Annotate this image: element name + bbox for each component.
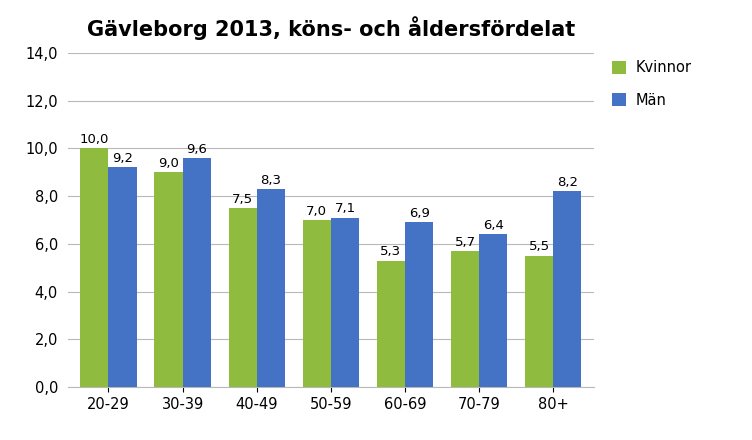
Text: 10,0: 10,0 bbox=[80, 133, 109, 146]
Text: 5,3: 5,3 bbox=[381, 245, 402, 258]
Text: 6,9: 6,9 bbox=[408, 207, 429, 220]
Bar bbox=[80, 148, 108, 387]
Bar bbox=[229, 208, 256, 387]
Bar bbox=[108, 168, 137, 387]
Text: 5,5: 5,5 bbox=[529, 240, 550, 253]
Bar bbox=[331, 218, 359, 387]
Text: 7,1: 7,1 bbox=[335, 202, 356, 215]
Bar bbox=[479, 235, 508, 387]
Bar bbox=[377, 260, 405, 387]
Title: Gävleborg 2013, köns- och åldersfördelat: Gävleborg 2013, köns- och åldersfördelat bbox=[86, 16, 575, 40]
Text: 8,3: 8,3 bbox=[260, 173, 281, 187]
Bar bbox=[525, 256, 553, 387]
Text: 8,2: 8,2 bbox=[557, 176, 578, 189]
Bar bbox=[451, 251, 479, 387]
Bar bbox=[154, 172, 183, 387]
Text: 9,0: 9,0 bbox=[158, 157, 179, 170]
Text: 6,4: 6,4 bbox=[483, 219, 504, 232]
Bar bbox=[553, 191, 581, 387]
Bar bbox=[303, 220, 331, 387]
Text: 7,0: 7,0 bbox=[306, 205, 327, 218]
Legend: Kvinnor, Män: Kvinnor, Män bbox=[612, 60, 691, 108]
Text: 5,7: 5,7 bbox=[454, 236, 475, 249]
Text: 7,5: 7,5 bbox=[232, 193, 253, 205]
Bar bbox=[183, 158, 211, 387]
Text: 9,6: 9,6 bbox=[186, 143, 207, 155]
Bar bbox=[405, 222, 433, 387]
Text: 9,2: 9,2 bbox=[112, 152, 133, 165]
Bar bbox=[256, 189, 285, 387]
